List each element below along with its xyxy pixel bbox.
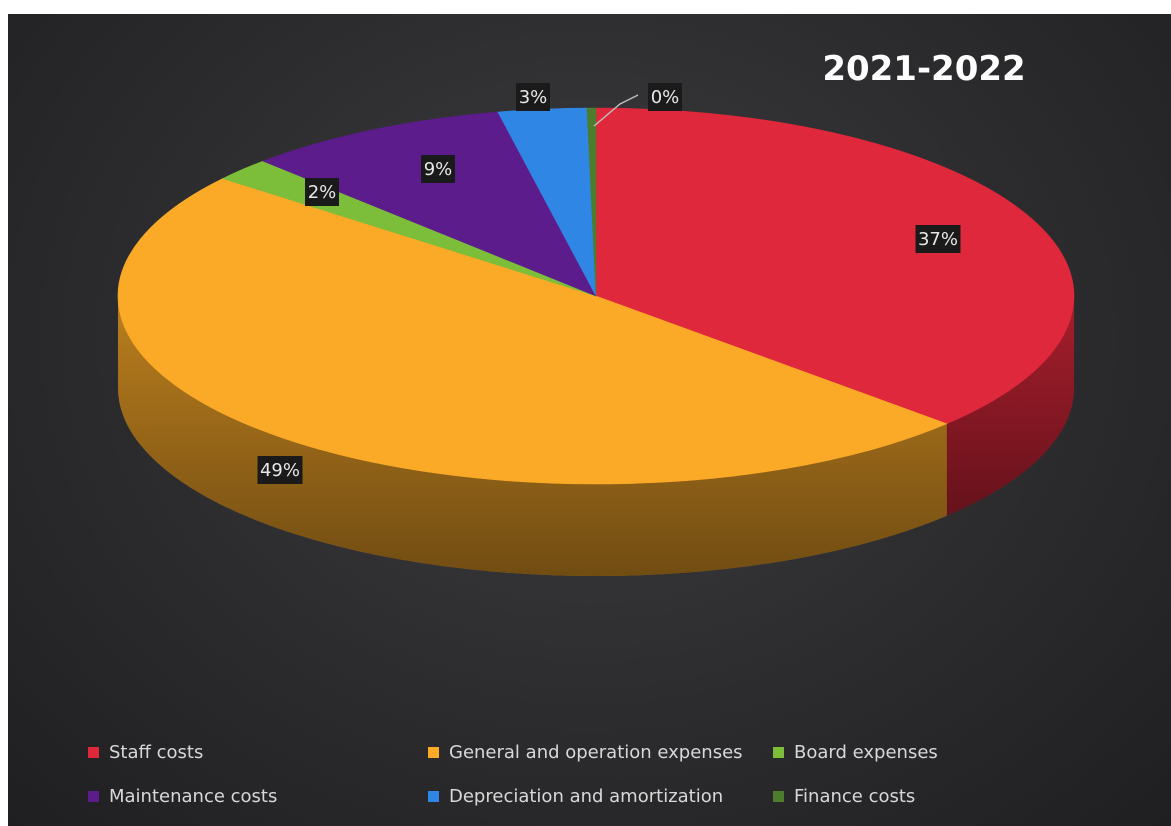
legend-label-1: General and operation expenses [449,742,743,763]
legend-label-2: Board expenses [794,742,938,763]
data-label-4: 3% [519,87,548,108]
chart-panel: 37% 49% 2% 9% 3% 0% 2021-2022 Staff costs Gene… [8,14,1171,826]
data-label-box-4 [516,83,550,111]
pie-chart: 37% 49% 2% 9% 3% 0% 2021-2022 [117,49,1075,576]
legend-item-1: General and operation expenses [428,742,743,763]
legend-label-4: Depreciation and amortization [449,786,724,807]
data-label-5: 0% [651,87,680,108]
legend-item-2: Board expenses [773,742,938,763]
legend-swatch-1 [428,747,439,758]
data-label-box-3 [421,155,455,183]
legend-item-0: Staff costs [88,742,203,763]
leader-line-5 [593,94,639,127]
legend-swatch-0 [88,747,99,758]
data-label-box-5 [648,83,682,111]
pie-side-1 [118,296,947,576]
legend-label-3: Maintenance costs [109,786,278,807]
legend-swatch-4 [428,791,439,802]
legend-swatch-2 [773,747,784,758]
legend-item-5: Finance costs [773,786,915,807]
chart-title: 2021-2022 [822,49,1025,89]
data-label-box-2 [305,178,339,206]
data-label-2: 2% [308,182,337,203]
data-label-box-1 [257,456,303,484]
data-label-1: 49% [260,460,300,481]
legend-swatch-5 [773,791,784,802]
legend-label-0: Staff costs [109,742,204,763]
legend-label-5: Finance costs [794,786,916,807]
data-label-box-0 [915,225,961,253]
legend-swatch-3 [88,791,99,802]
pie-slice-3 [262,111,597,297]
pie-slice-1 [117,178,948,485]
pie-side-0 [946,296,1074,516]
legend-item-4: Depreciation and amortization [428,786,723,807]
pie-slice-0 [595,107,1075,425]
data-label-0: 37% [918,229,958,250]
legend-item-3: Maintenance costs [88,786,277,807]
pie-slice-5 [586,107,597,297]
data-label-3: 9% [424,159,453,180]
